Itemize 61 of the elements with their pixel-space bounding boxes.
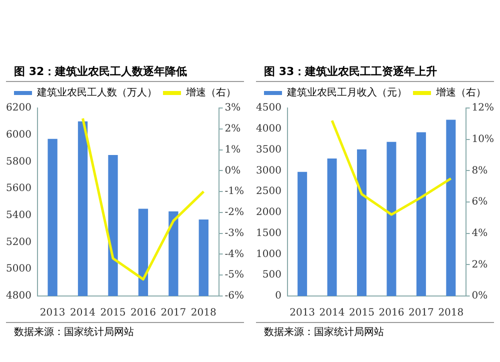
y-tick-label: 5000 (6, 264, 32, 275)
y-tick-label: 3500 (256, 144, 282, 156)
y2-tick-label: 2% (472, 259, 488, 270)
x-tick-label: 2017 (408, 308, 434, 319)
y2-tick-label: 8% (472, 165, 488, 176)
legend-label: 增速（右） (185, 86, 236, 99)
chart-title: 图 33：建筑业农民工工资逐年上升 (256, 62, 494, 82)
y-tick-label: 4800 (6, 290, 32, 302)
x-tick-label: 2016 (378, 308, 404, 319)
y2-tick-label: -1% (224, 186, 244, 198)
x-tick-label: 2017 (160, 308, 186, 319)
bar (446, 120, 456, 296)
y-tick-label: 5400 (6, 210, 32, 222)
legend-label: 增速（右） (435, 86, 486, 99)
x-tick-label: 2013 (40, 308, 66, 319)
y2-tick-label: 10% (472, 134, 494, 145)
y2-tick-label: 0% (224, 165, 241, 176)
chart-title: 图 32：建筑业农民工人数逐年降低 (6, 62, 244, 82)
bar (386, 142, 396, 296)
y-tick-label: 1000 (256, 248, 282, 260)
y-tick-label: 3000 (256, 165, 282, 176)
bar (327, 158, 337, 296)
y-tick-label: 1500 (256, 228, 282, 239)
y2-tick-label: -4% (224, 248, 244, 260)
y-tick-label: 6000 (6, 129, 32, 140)
y2-tick-label: 4% (472, 228, 488, 239)
y-tick-label: 5200 (6, 236, 32, 248)
x-tick-label: 2015 (100, 308, 126, 319)
y2-tick-label: 3% (224, 102, 241, 114)
y-tick-label: 5800 (6, 156, 32, 168)
x-tick-label: 2014 (319, 308, 345, 319)
x-tick-label: 2014 (70, 308, 96, 319)
source-note: 数据来源：国家统计局网站 (6, 322, 244, 341)
y-tick-label: 4500 (256, 102, 282, 114)
y-tick-label: 2500 (256, 186, 282, 198)
y2-tick-label: -2% (224, 207, 244, 218)
bar (356, 149, 367, 296)
x-tick-label: 2018 (190, 308, 216, 319)
y2-tick-label: 6% (472, 196, 488, 208)
bar (416, 132, 426, 296)
bar (298, 172, 308, 296)
y-tick-label: 5600 (6, 183, 32, 194)
y2-tick-label: -5% (224, 270, 244, 281)
x-tick-label: 2016 (130, 308, 156, 319)
y2-tick-label: 0% (472, 290, 488, 302)
y2-tick-label: 2% (224, 123, 241, 134)
y-tick-label: 500 (262, 270, 282, 281)
y2-tick-label: -6% (224, 290, 244, 302)
x-tick-label: 2015 (349, 308, 374, 319)
x-tick-label: 2018 (438, 308, 464, 319)
legend-label: 建筑业农民工人数（万人） (36, 86, 157, 99)
legend-label: 建筑业农民工月收入（元） (286, 86, 407, 99)
y-tick-label: 0 (275, 290, 282, 302)
y-tick-label: 4000 (256, 123, 282, 134)
y2-tick-label: 12% (472, 102, 494, 114)
y2-tick-label: -3% (224, 228, 244, 239)
y-tick-label: 2000 (256, 207, 282, 218)
y-tick-label: 6200 (6, 102, 32, 114)
x-tick-label: 2013 (290, 308, 316, 319)
source-note: 数据来源：国家统计局网站 (256, 322, 494, 341)
y2-tick-label: 1% (224, 144, 241, 156)
